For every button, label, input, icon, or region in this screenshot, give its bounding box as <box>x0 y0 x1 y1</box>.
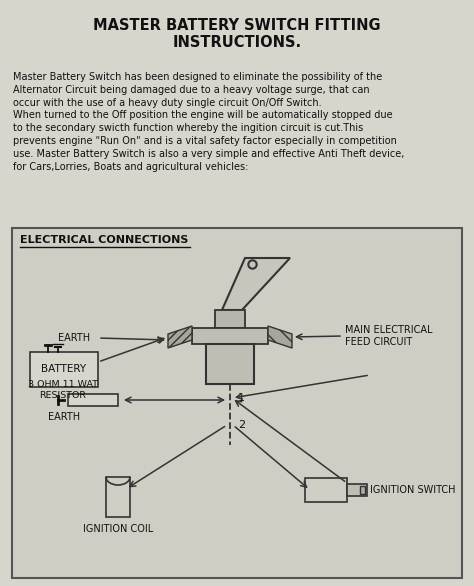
Bar <box>206 344 254 384</box>
Text: MAIN ELECTRICAL
FEED CIRCUIT: MAIN ELECTRICAL FEED CIRCUIT <box>345 325 432 347</box>
Bar <box>30 352 98 387</box>
Text: Master Battery Switch has been designed to eliminate the possibility of the
Alte: Master Battery Switch has been designed … <box>13 72 404 172</box>
Bar <box>106 477 130 517</box>
Text: IGNITION SWITCH: IGNITION SWITCH <box>370 485 456 495</box>
Text: 2: 2 <box>238 420 245 430</box>
Bar <box>192 328 268 344</box>
Text: 1: 1 <box>238 393 245 403</box>
Text: IGNITION COIL: IGNITION COIL <box>83 524 153 534</box>
Bar <box>305 478 347 502</box>
Text: BATTERY: BATTERY <box>41 364 87 374</box>
Text: EARTH: EARTH <box>48 412 80 422</box>
Bar <box>347 484 367 496</box>
Text: MASTER BATTERY SWITCH FITTING
INSTRUCTIONS.: MASTER BATTERY SWITCH FITTING INSTRUCTIO… <box>93 18 381 50</box>
Bar <box>360 486 365 494</box>
Text: EARTH: EARTH <box>58 333 90 343</box>
Bar <box>215 310 245 328</box>
Polygon shape <box>168 326 192 348</box>
Polygon shape <box>222 258 290 310</box>
Bar <box>68 394 118 406</box>
Text: ELECTRICAL CONNECTIONS: ELECTRICAL CONNECTIONS <box>20 235 188 245</box>
Polygon shape <box>268 326 292 348</box>
Bar <box>12 228 462 578</box>
Text: 3 OHM 11 WAT
RESISTOR: 3 OHM 11 WAT RESISTOR <box>28 380 98 400</box>
